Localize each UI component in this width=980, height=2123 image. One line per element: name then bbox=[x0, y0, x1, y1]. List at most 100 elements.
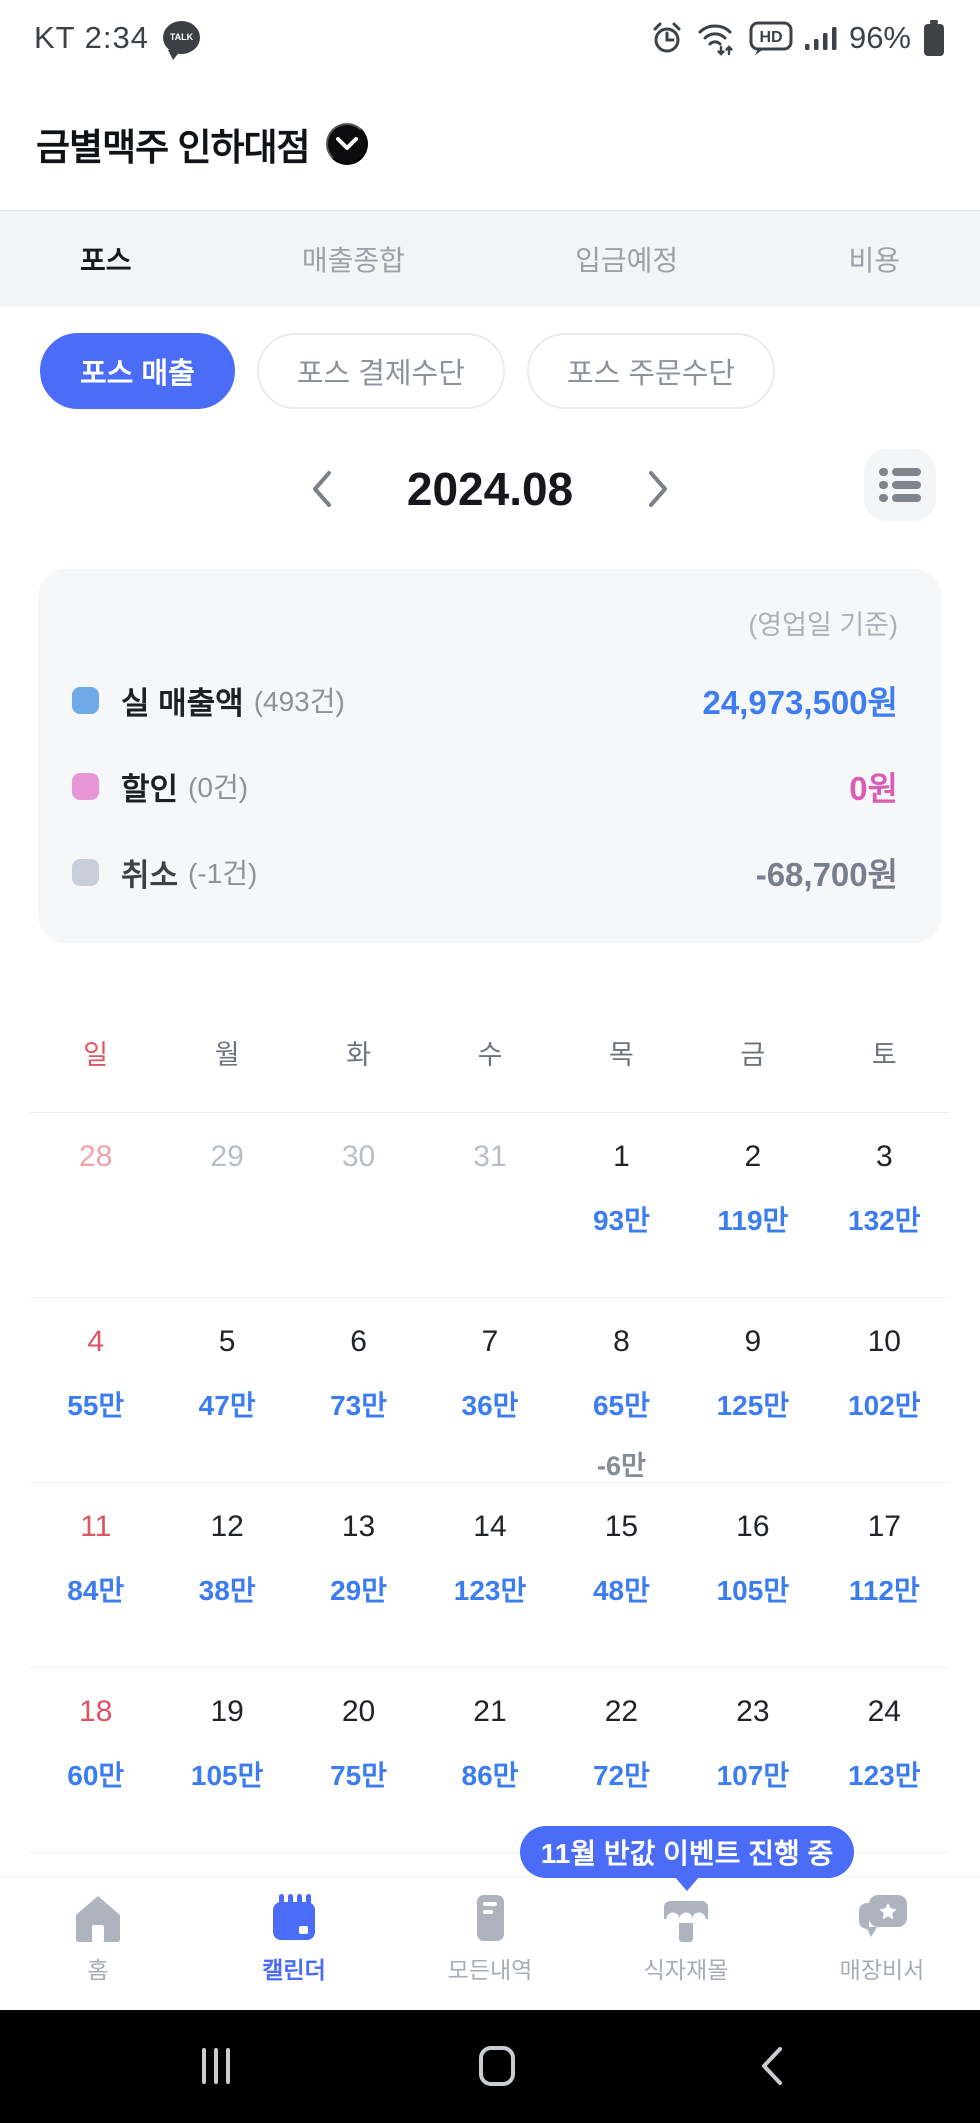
filter-pos-order-method[interactable]: 포스 주문수단 bbox=[526, 333, 776, 409]
next-month-button[interactable] bbox=[647, 469, 671, 509]
nav-item-store-assistant[interactable]: 매장비서 bbox=[784, 1877, 980, 2010]
talk-bubble: TALK bbox=[163, 20, 201, 54]
weekday-mon: 월 bbox=[214, 1040, 240, 1070]
calendar-day-cell[interactable]: 8 65만 -6만 bbox=[556, 1324, 687, 1483]
chevron-down-icon bbox=[335, 137, 358, 150]
net-sales-dot bbox=[72, 686, 99, 714]
calendar-day-cell[interactable]: 3 132만 bbox=[819, 1139, 950, 1297]
recents-icon bbox=[202, 2048, 230, 2084]
day-number: 18 bbox=[79, 1695, 113, 1728]
nav-label-calendar: 캘린더 bbox=[262, 1957, 326, 1983]
store-switch-button[interactable] bbox=[325, 123, 368, 165]
signal-icon bbox=[804, 20, 838, 56]
day-sales-amount: 55만 bbox=[67, 1390, 125, 1421]
day-sales-amount: 38만 bbox=[198, 1575, 256, 1606]
top-tab-bar: 포스 매출종합 입금예정 비용 bbox=[0, 210, 980, 307]
summary-row-discount: 할인 (0건) 0원 bbox=[72, 762, 898, 810]
android-home-button[interactable] bbox=[471, 2043, 523, 2089]
calendar-day-cell[interactable]: 12 38만 bbox=[161, 1509, 292, 1667]
day-number: 2 bbox=[744, 1140, 762, 1173]
weekday-fri: 금 bbox=[740, 1040, 766, 1070]
day-sales-amount: 48만 bbox=[592, 1575, 650, 1606]
store-icon bbox=[664, 1901, 708, 1942]
weekday-wed: 수 bbox=[477, 1040, 503, 1070]
battery-percent-text: 96% bbox=[848, 20, 911, 55]
nav-item-calendar[interactable]: 캘린더 bbox=[196, 1877, 392, 2010]
calendar-day-cell[interactable]: 28 bbox=[30, 1139, 161, 1297]
discount-value: 0원 bbox=[849, 770, 898, 807]
day-sales-amount: 107만 bbox=[716, 1760, 790, 1791]
prev-month-button[interactable] bbox=[309, 469, 333, 509]
back-chevron-icon bbox=[762, 2047, 782, 2085]
calendar-day-cell[interactable]: 30 bbox=[293, 1139, 424, 1297]
filter-pos-sales[interactable]: 포스 매출 bbox=[40, 333, 235, 409]
calendar-day-cell[interactable]: 9 125만 bbox=[687, 1324, 818, 1483]
calendar-day-cell[interactable]: 4 55만 bbox=[30, 1324, 161, 1483]
basis-note: (영업일 기준) bbox=[748, 610, 898, 640]
tab-sales-summary[interactable]: 매출종합 bbox=[302, 239, 405, 279]
calendar-day-cell[interactable]: 11 84만 bbox=[30, 1509, 161, 1667]
day-number: 24 bbox=[867, 1695, 901, 1728]
cancel-value: -68,700원 bbox=[755, 856, 898, 893]
tab-pos[interactable]: 포스 bbox=[80, 239, 132, 279]
month-navigation: 2024.08 bbox=[0, 443, 980, 535]
cancel-label: 취소 bbox=[121, 857, 179, 893]
android-back-button[interactable] bbox=[752, 2044, 790, 2088]
calendar-day-cell[interactable]: 29 bbox=[161, 1139, 292, 1297]
android-recents-button[interactable] bbox=[190, 2045, 242, 2087]
calendar-day-cell[interactable]: 5 47만 bbox=[161, 1324, 292, 1483]
calendar-day-cell[interactable]: 15 48만 bbox=[556, 1509, 687, 1667]
day-number: 19 bbox=[210, 1695, 244, 1728]
day-sales-amount: 86만 bbox=[461, 1760, 519, 1791]
calendar-day-cell[interactable]: 21 86만 bbox=[424, 1694, 555, 1852]
nav-item-grocery-mall[interactable]: 식자재몰 bbox=[588, 1877, 784, 2010]
net-sales-label: 실 매출액 bbox=[121, 685, 244, 721]
day-number: 3 bbox=[875, 1140, 893, 1173]
day-sales-amount: 119만 bbox=[717, 1205, 789, 1236]
calendar-day-cell[interactable]: 20 75만 bbox=[293, 1694, 424, 1852]
day-sales-amount: 123만 bbox=[453, 1575, 527, 1606]
nav-label-home: 홈 bbox=[87, 1957, 109, 1983]
calendar-day-cell[interactable]: 6 73만 bbox=[293, 1324, 424, 1483]
day-number: 21 bbox=[473, 1695, 507, 1728]
chevron-right-icon bbox=[649, 471, 668, 507]
filter-pos-payment-method[interactable]: 포스 결제수단 bbox=[256, 333, 505, 409]
day-sales-amount: 105만 bbox=[190, 1760, 264, 1791]
wifi-icon bbox=[696, 20, 738, 56]
kakaotalk-notification-icon: TALK bbox=[163, 20, 201, 60]
calendar-day-cell[interactable]: 22 72만 bbox=[556, 1694, 687, 1852]
calendar-day-cell[interactable]: 17 112만 bbox=[819, 1509, 950, 1667]
nav-item-history[interactable]: 모든내역 bbox=[392, 1877, 588, 2010]
discount-label: 할인 bbox=[121, 771, 179, 807]
calendar-day-cell[interactable]: 31 bbox=[424, 1139, 555, 1297]
tab-deposit-schedule[interactable]: 입금예정 bbox=[575, 239, 678, 279]
list-view-button[interactable] bbox=[864, 449, 936, 521]
event-tooltip[interactable]: 11월 반값 이벤트 진행 중 bbox=[520, 1826, 854, 1878]
calendar-day-cell[interactable]: 1 93만 bbox=[556, 1139, 687, 1297]
discount-dot bbox=[72, 772, 99, 800]
monthly-summary-card: (영업일 기준) 실 매출액 (493건) 24,973,500원 할인 (0건… bbox=[38, 569, 942, 943]
weekday-sat: 토 bbox=[871, 1040, 897, 1070]
day-number: 4 bbox=[87, 1325, 105, 1358]
month-label: 2024.08 bbox=[406, 463, 574, 515]
hd-voice-icon: HD bbox=[749, 20, 793, 56]
day-number: 7 bbox=[481, 1325, 499, 1358]
calendar-day-cell[interactable]: 13 29만 bbox=[293, 1509, 424, 1667]
calendar-day-cell[interactable]: 2 119만 bbox=[687, 1139, 818, 1297]
calendar-day-cell[interactable]: 19 105만 bbox=[161, 1694, 292, 1852]
calendar-week-row: 4 55만 5 47만 6 73만 7 36만 8 65만 -6만 9 125만 10 102만 bbox=[30, 1298, 950, 1483]
calendar-day-cell[interactable]: 14 123만 bbox=[424, 1509, 555, 1667]
calendar-day-cell[interactable]: 16 105만 bbox=[687, 1509, 818, 1667]
calendar-day-cell[interactable]: 10 102만 bbox=[819, 1324, 950, 1483]
calendar-day-cell[interactable]: 24 123만 bbox=[819, 1694, 950, 1852]
calendar-day-cell[interactable]: 23 107만 bbox=[687, 1694, 818, 1852]
calendar-day-cell[interactable]: 18 60만 bbox=[30, 1694, 161, 1852]
calendar-day-cell[interactable]: 7 36만 bbox=[424, 1324, 555, 1483]
weekday-thu: 목 bbox=[609, 1040, 634, 1070]
receipt-icon bbox=[477, 1895, 504, 1941]
summary-rows: 실 매출액 (493건) 24,973,500원 할인 (0건) 0원 취소 (… bbox=[72, 676, 898, 896]
alarm-icon bbox=[649, 20, 685, 56]
tab-expenses[interactable]: 비용 bbox=[848, 239, 900, 279]
nav-item-home[interactable]: 홈 bbox=[0, 1877, 196, 2010]
day-sales-amount: 75만 bbox=[330, 1760, 388, 1791]
